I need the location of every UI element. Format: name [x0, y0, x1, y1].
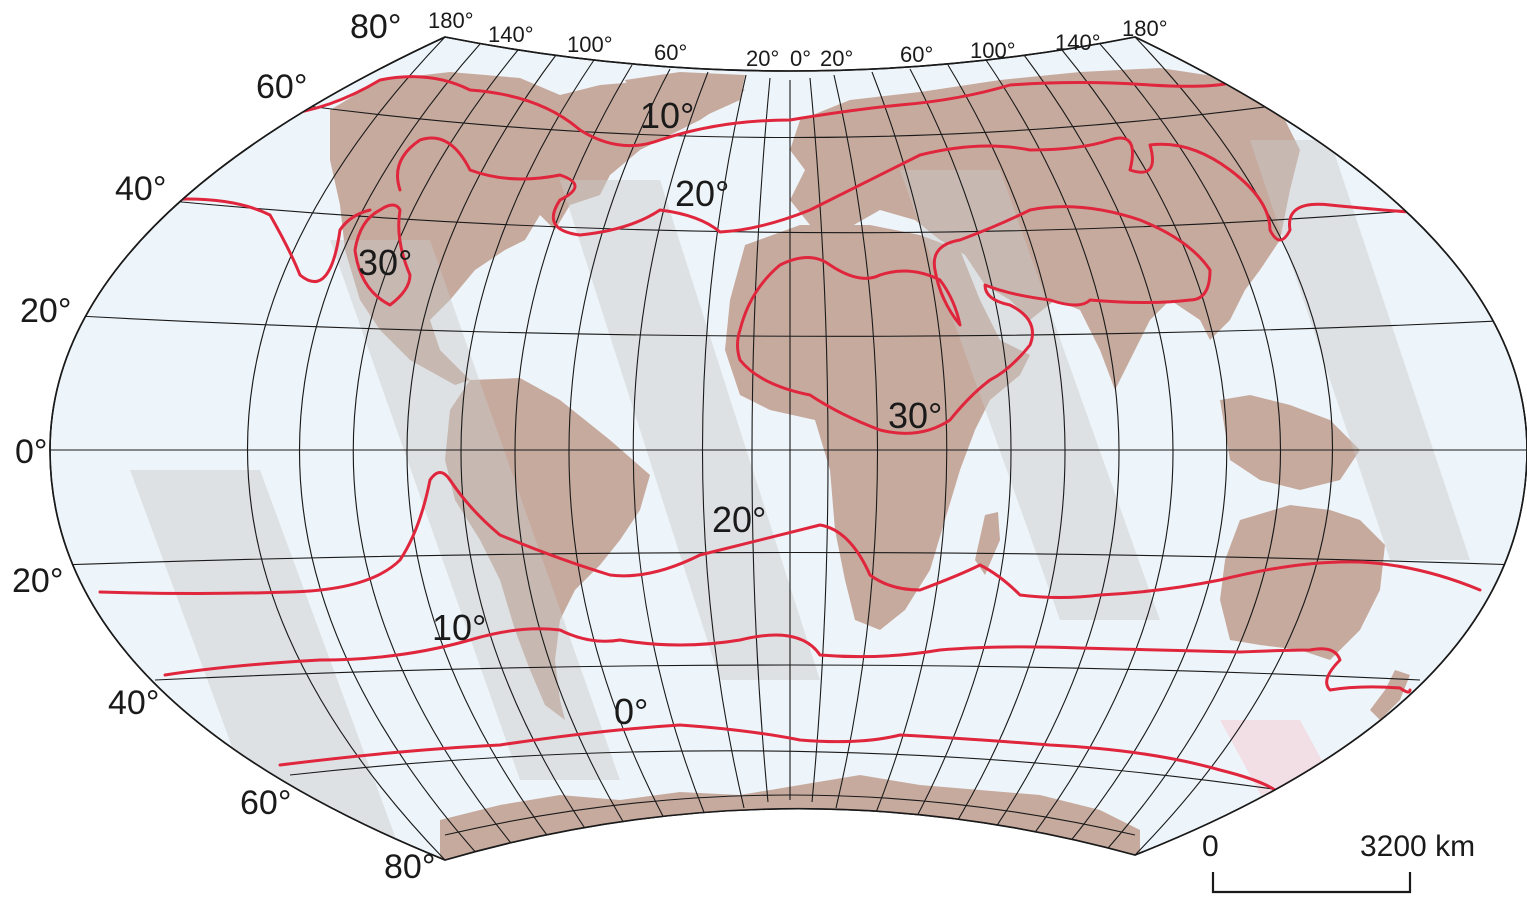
longitude-label: 140°	[488, 22, 534, 47]
latitude-label-n60: 60°	[256, 68, 307, 106]
longitude-label: 60°	[654, 40, 687, 65]
longitude-label: 180°	[1122, 16, 1168, 41]
isotherm-label-north-30-america: 30°	[358, 242, 412, 283]
greenland-landmass	[625, 72, 745, 122]
southeast-asia-islands	[1220, 395, 1360, 490]
south-america-landmass	[445, 378, 650, 720]
latitude-label-equator: 0°	[15, 433, 48, 471]
new-zealand-landmass	[1370, 670, 1410, 720]
north-america-landmass	[330, 72, 745, 385]
isotherm-label-north-30-africa: 30°	[888, 395, 942, 436]
longitude-label: 20°	[820, 46, 853, 71]
scale-bar-line	[1211, 872, 1412, 894]
meridians	[247, 37, 1333, 860]
madagascar-landmass	[975, 512, 1000, 575]
longitude-label: 100°	[567, 32, 613, 57]
longitude-label: 100°	[970, 38, 1016, 63]
longitude-label: 180°	[428, 8, 474, 33]
latitude-label-n80: 80°	[350, 8, 401, 46]
isotherm-south-20	[98, 471, 1482, 599]
isotherm-labels: 10° 20° 30° 30° 20° 10° 0°	[358, 95, 942, 732]
scale-bar: 0 3200 km	[1202, 830, 1475, 894]
australia-landmass	[1220, 505, 1385, 660]
scale-bar-start-label: 0	[1202, 830, 1219, 863]
isotherm-north-30-africa	[736, 205, 1212, 435]
longitude-label: 60°	[900, 42, 933, 67]
latitude-labels: 80° 60° 40° 20° 0° 20° 40° 60° 80°	[12, 8, 435, 886]
isotherm-label-south-0: 0°	[614, 691, 648, 732]
map-border	[49, 36, 1527, 861]
isotherm-label-south-20: 20°	[712, 499, 766, 540]
isotherm-north-30-america	[353, 203, 412, 307]
latitude-label-n40: 40°	[115, 170, 166, 208]
isotherm-label-north-10: 10°	[640, 95, 694, 136]
parallels	[50, 104, 1527, 836]
latitude-label-s80: 80°	[384, 848, 435, 886]
eurasia-landmass	[790, 68, 1300, 390]
isotherm-north-20	[396, 136, 1412, 242]
longitude-label: 140°	[1055, 30, 1101, 55]
isotherm-south-10	[163, 627, 1412, 694]
isotherm-label-south-10: 10°	[432, 607, 486, 648]
isotherm-label-north-20: 20°	[675, 173, 729, 214]
isotherm-lines	[98, 75, 1482, 792]
latitude-label-s20: 20°	[12, 562, 63, 600]
isotherm-north-20-west	[158, 197, 372, 283]
longitude-label: 20°	[746, 46, 779, 71]
longitude-label: 0°	[790, 46, 811, 71]
isotherm-south-0	[278, 723, 1277, 792]
isotherm-north-10	[278, 75, 1227, 148]
scale-bar-end-label: 3200 km	[1360, 830, 1475, 863]
longitude-labels: 180° 140° 100° 60° 20° 0° 20° 60° 100° 1…	[428, 8, 1168, 71]
latitude-label-s60: 60°	[240, 784, 291, 822]
latitude-label-s40: 40°	[108, 684, 159, 722]
latitude-label-n20: 20°	[20, 292, 71, 330]
